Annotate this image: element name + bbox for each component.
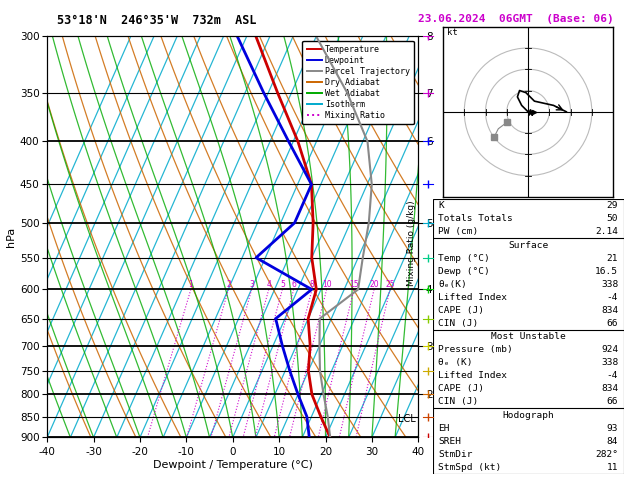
Text: Mixing Ratio (g/kg): Mixing Ratio (g/kg) [408,200,416,286]
Text: -4: -4 [607,293,618,302]
Text: Lifted Index: Lifted Index [438,371,508,380]
Text: 84: 84 [607,436,618,446]
Text: CAPE (J): CAPE (J) [438,306,484,315]
Text: 23.06.2024  06GMT  (Base: 06): 23.06.2024 06GMT (Base: 06) [418,14,614,24]
Legend: Temperature, Dewpoint, Parcel Trajectory, Dry Adiabat, Wet Adiabat, Isotherm, Mi: Temperature, Dewpoint, Parcel Trajectory… [303,41,414,124]
Text: 21: 21 [607,254,618,262]
Text: -4: -4 [607,371,618,380]
Text: 924: 924 [601,345,618,354]
Text: 2: 2 [226,280,231,290]
Text: 66: 66 [607,398,618,406]
Text: StmSpd (kt): StmSpd (kt) [438,463,502,472]
Text: Pressure (mb): Pressure (mb) [438,345,513,354]
X-axis label: Dewpoint / Temperature (°C): Dewpoint / Temperature (°C) [153,460,313,470]
Y-axis label: hPa: hPa [6,227,16,247]
Text: 20: 20 [369,280,379,290]
Text: 11: 11 [607,463,618,472]
Text: PW (cm): PW (cm) [438,227,479,237]
Text: kt: kt [447,28,458,37]
Text: K: K [438,201,444,210]
Text: 6: 6 [291,280,296,290]
Text: StmDir: StmDir [438,450,473,459]
Text: Hodograph: Hodograph [503,411,554,419]
Text: CIN (J): CIN (J) [438,398,479,406]
Text: 66: 66 [607,319,618,328]
Text: 3: 3 [249,280,254,290]
FancyBboxPatch shape [433,199,624,474]
Text: 8: 8 [309,280,314,290]
Text: 834: 834 [601,306,618,315]
Text: 1: 1 [189,280,193,290]
Text: 29: 29 [607,201,618,210]
Text: θₑ (K): θₑ (K) [438,358,473,367]
Text: EH: EH [438,424,450,433]
Text: θₑ(K): θₑ(K) [438,280,467,289]
Text: CIN (J): CIN (J) [438,319,479,328]
Text: 50: 50 [607,214,618,224]
Text: Temp (°C): Temp (°C) [438,254,490,262]
Text: Surface: Surface [508,241,548,249]
Text: 338: 338 [601,358,618,367]
Text: Lifted Index: Lifted Index [438,293,508,302]
Text: 16.5: 16.5 [595,267,618,276]
Text: SREH: SREH [438,436,462,446]
Text: Totals Totals: Totals Totals [438,214,513,224]
Text: 10: 10 [322,280,331,290]
Text: 4: 4 [266,280,271,290]
Text: Dewp (°C): Dewp (°C) [438,267,490,276]
Text: 15: 15 [349,280,359,290]
Text: 282°: 282° [595,450,618,459]
Text: LCL: LCL [398,414,416,424]
Text: 93: 93 [607,424,618,433]
Text: 834: 834 [601,384,618,393]
Text: 25: 25 [385,280,395,290]
Text: CAPE (J): CAPE (J) [438,384,484,393]
Text: 338: 338 [601,280,618,289]
Text: 53°18'N  246°35'W  732m  ASL: 53°18'N 246°35'W 732m ASL [57,14,256,27]
Text: 5: 5 [280,280,285,290]
Y-axis label: km
ASL: km ASL [443,215,461,237]
Text: Most Unstable: Most Unstable [491,332,565,341]
Text: 2.14: 2.14 [595,227,618,237]
